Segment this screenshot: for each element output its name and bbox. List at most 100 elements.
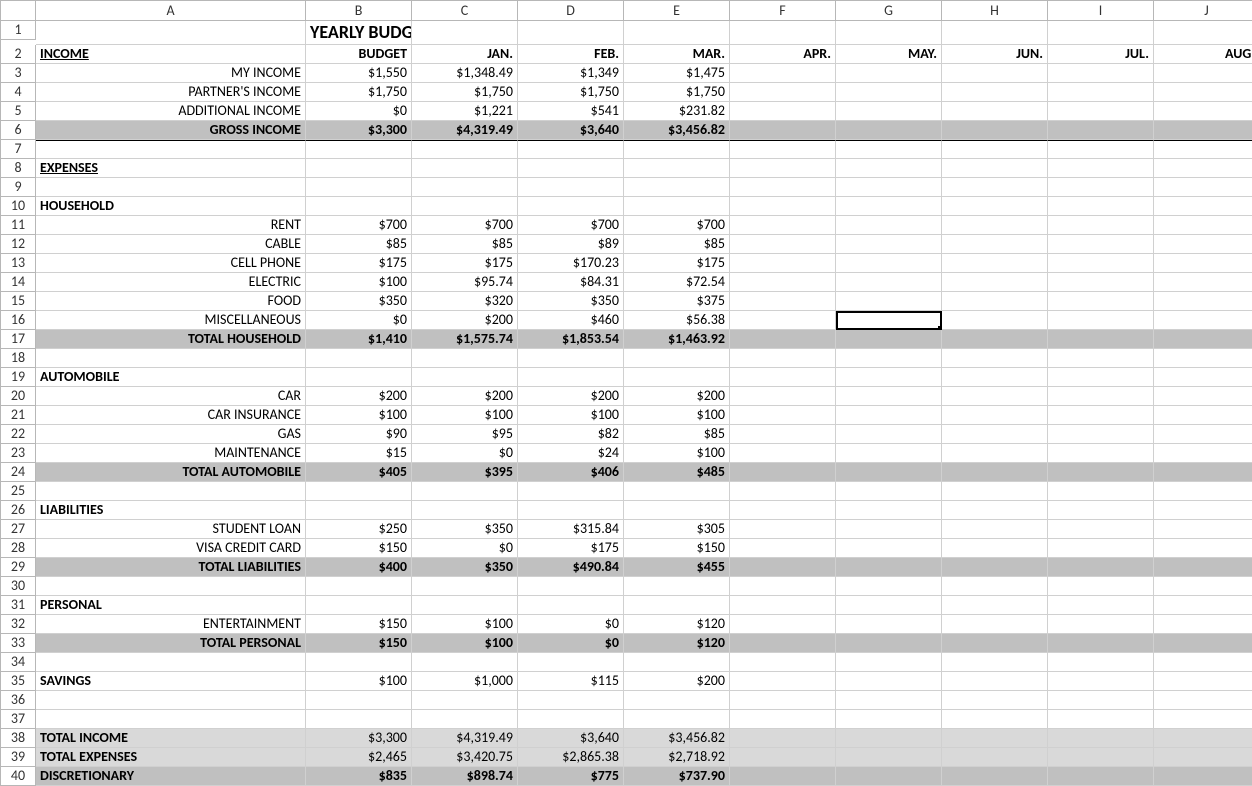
row-header-37[interactable]: 37	[1, 710, 36, 729]
cell[interactable]	[412, 501, 518, 520]
cell[interactable]	[836, 710, 942, 729]
household-1-val-2[interactable]: $89	[518, 235, 624, 254]
income-1-val-8[interactable]	[1154, 83, 1252, 102]
total-income-5[interactable]	[836, 729, 942, 748]
auto-2-val-7[interactable]	[1048, 425, 1154, 444]
cell[interactable]	[1048, 691, 1154, 710]
personal-total-val-0[interactable]: $150	[306, 634, 412, 653]
cell[interactable]	[624, 178, 730, 197]
household-2-val-5[interactable]	[836, 254, 942, 273]
income-0-val-7[interactable]	[1048, 64, 1154, 83]
row-header-21[interactable]: 21	[1, 406, 36, 425]
income-1-val-5[interactable]	[836, 83, 942, 102]
household-total-val-7[interactable]	[1048, 330, 1154, 349]
col-header-J[interactable]: J	[1154, 1, 1252, 21]
personal-total-val-2[interactable]: $0	[518, 634, 624, 653]
cell[interactable]	[730, 21, 836, 45]
household-1-val-7[interactable]	[1048, 235, 1154, 254]
household-header[interactable]: HOUSEHOLD	[36, 197, 306, 216]
cell[interactable]	[412, 21, 518, 45]
cell[interactable]	[730, 577, 836, 596]
personal-total-val-1[interactable]: $100	[412, 634, 518, 653]
cell[interactable]	[942, 159, 1048, 178]
personal-total-val-5[interactable]	[836, 634, 942, 653]
household-1-val-0[interactable]: $85	[306, 235, 412, 254]
income-2-val-5[interactable]	[836, 102, 942, 121]
cell[interactable]	[836, 140, 942, 159]
cell[interactable]	[518, 710, 624, 729]
row-header-26[interactable]: 26	[1, 501, 36, 520]
income-2-val-6[interactable]	[942, 102, 1048, 121]
savings-val-0[interactable]: $100	[306, 672, 412, 691]
auto-total-val-2[interactable]: $406	[518, 463, 624, 482]
household-1-val-1[interactable]: $85	[412, 235, 518, 254]
savings-val-3[interactable]: $200	[624, 672, 730, 691]
cell[interactable]	[624, 368, 730, 387]
income-0-val-4[interactable]	[730, 64, 836, 83]
liab-total-val-5[interactable]	[836, 558, 942, 577]
row-header-35[interactable]: 35	[1, 672, 36, 691]
liab-1-val-8[interactable]	[1154, 539, 1252, 558]
cell[interactable]	[942, 596, 1048, 615]
cell[interactable]	[412, 197, 518, 216]
household-3-val-0[interactable]: $100	[306, 273, 412, 292]
cell[interactable]	[1048, 159, 1154, 178]
cell[interactable]	[836, 596, 942, 615]
cell[interactable]	[1048, 349, 1154, 368]
auto-2-val-5[interactable]	[836, 425, 942, 444]
cell[interactable]	[836, 197, 942, 216]
liab-1-label[interactable]: VISA CREDIT CARD	[36, 539, 306, 558]
auto-0-val-8[interactable]	[1154, 387, 1252, 406]
cell[interactable]	[1048, 653, 1154, 672]
row-header-20[interactable]: 20	[1, 387, 36, 406]
household-2-label[interactable]: CELL PHONE	[36, 254, 306, 273]
auto-0-val-2[interactable]: $200	[518, 387, 624, 406]
cell[interactable]	[1048, 368, 1154, 387]
household-total-val-6[interactable]	[942, 330, 1048, 349]
household-2-val-0[interactable]: $175	[306, 254, 412, 273]
cell[interactable]	[36, 349, 306, 368]
cell[interactable]	[1048, 710, 1154, 729]
household-0-val-3[interactable]: $700	[624, 216, 730, 235]
row-header-5[interactable]: 5	[1, 102, 36, 121]
cell[interactable]	[730, 349, 836, 368]
cell[interactable]	[942, 368, 1048, 387]
cell[interactable]	[1154, 577, 1252, 596]
household-0-val-4[interactable]	[730, 216, 836, 235]
cell[interactable]	[518, 577, 624, 596]
cell[interactable]	[730, 368, 836, 387]
cell[interactable]	[1154, 159, 1252, 178]
cell[interactable]	[1154, 691, 1252, 710]
personal-total-val-8[interactable]	[1154, 634, 1252, 653]
month-3[interactable]: APR.	[730, 45, 836, 64]
household-3-val-6[interactable]	[942, 273, 1048, 292]
auto-1-val-0[interactable]: $100	[306, 406, 412, 425]
auto-0-val-4[interactable]	[730, 387, 836, 406]
row-header-13[interactable]: 13	[1, 254, 36, 273]
cell[interactable]	[518, 596, 624, 615]
household-1-val-3[interactable]: $85	[624, 235, 730, 254]
cell[interactable]	[306, 691, 412, 710]
month-6[interactable]: JUL.	[1048, 45, 1154, 64]
cell[interactable]	[306, 482, 412, 501]
savings-label[interactable]: SAVINGS	[36, 672, 306, 691]
row-header-6[interactable]: 6	[1, 121, 36, 140]
income-0-val-6[interactable]	[942, 64, 1048, 83]
auto-0-val-5[interactable]	[836, 387, 942, 406]
household-3-val-7[interactable]	[1048, 273, 1154, 292]
total-income-8[interactable]	[1154, 729, 1252, 748]
income-1-val-2[interactable]: $1,750	[518, 83, 624, 102]
cell[interactable]	[942, 178, 1048, 197]
household-total-val-3[interactable]: $1,463.92	[624, 330, 730, 349]
row-header-1[interactable]: 1	[1, 21, 36, 40]
total-expenses-1[interactable]: $3,420.75	[412, 748, 518, 767]
cell[interactable]	[1048, 482, 1154, 501]
liab-0-val-8[interactable]	[1154, 520, 1252, 539]
household-2-val-4[interactable]	[730, 254, 836, 273]
auto-3-val-1[interactable]: $0	[412, 444, 518, 463]
cell[interactable]	[518, 691, 624, 710]
cell[interactable]	[836, 691, 942, 710]
income-0-val-2[interactable]: $1,349	[518, 64, 624, 83]
cell[interactable]	[942, 577, 1048, 596]
total-income-1[interactable]: $4,319.49	[412, 729, 518, 748]
